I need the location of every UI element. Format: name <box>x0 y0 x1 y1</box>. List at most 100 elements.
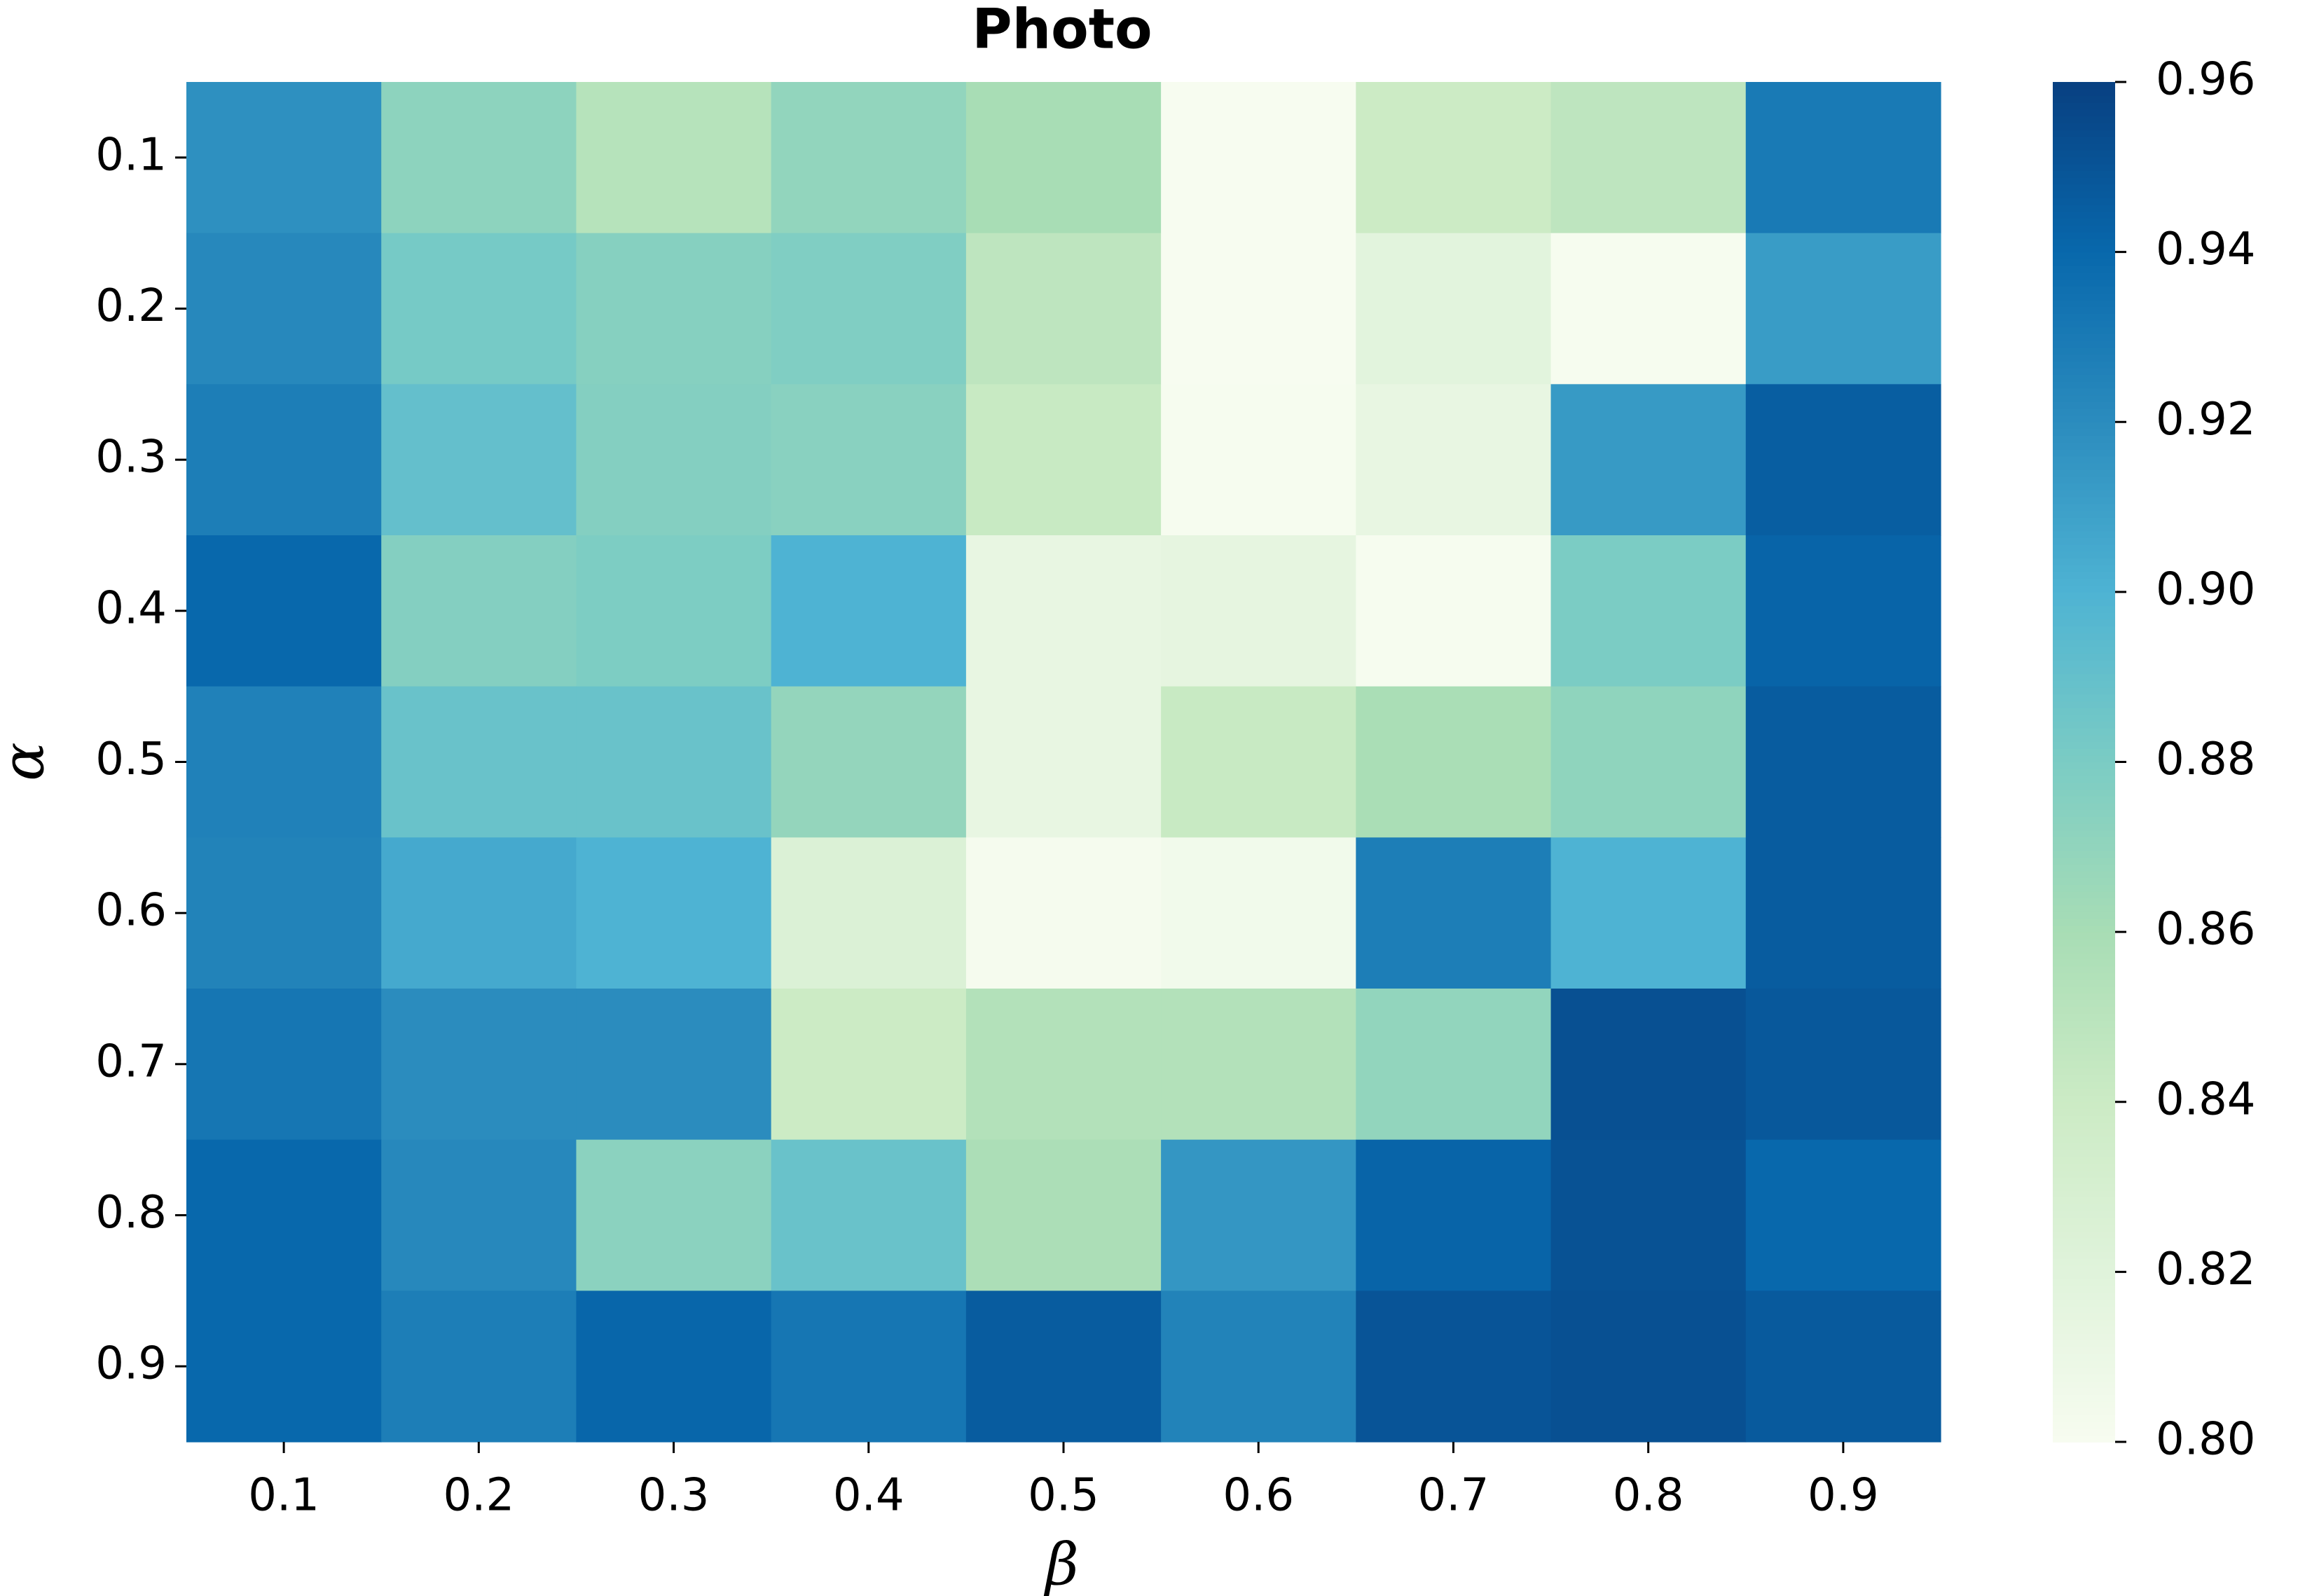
colorbar-segment <box>2053 1020 2115 1028</box>
colorbar-segment <box>2053 598 2115 607</box>
heatmap-cell <box>381 233 577 385</box>
heatmap-cell <box>1356 837 1552 989</box>
colorbar-segment <box>2053 925 2115 933</box>
heatmap-cell <box>771 1139 967 1291</box>
x-tick-label: 0.7 <box>1418 1470 1489 1522</box>
colorbar-segment <box>2053 707 2115 715</box>
colorbar-segment <box>2053 687 2115 695</box>
heatmap-cell <box>186 535 382 687</box>
colorbar-tick-label: 0.90 <box>2156 563 2256 615</box>
colorbar-segment <box>2053 1006 2115 1014</box>
colorbar-segment <box>2053 639 2115 647</box>
colorbar-segment <box>2053 877 2115 885</box>
colorbar-segment <box>2053 857 2115 865</box>
heatmap-cell <box>771 82 967 234</box>
y-tick-label: 0.3 <box>95 432 167 483</box>
colorbar-segment <box>2053 1054 2115 1062</box>
heatmap-cell <box>186 1291 382 1443</box>
colorbar-segment <box>2053 109 2115 117</box>
colorbar-segment <box>2053 1401 2115 1409</box>
heatmap-cell <box>1161 384 1356 536</box>
colorbar-segment <box>2053 354 2115 362</box>
colorbar-segment <box>2053 1435 2115 1443</box>
colorbar-segment <box>2053 136 2115 144</box>
colorbar-segment <box>2053 830 2115 838</box>
colorbar-segment <box>2053 360 2115 369</box>
heatmap-cell <box>1745 384 1941 536</box>
colorbar-segment <box>2053 347 2115 355</box>
colorbar-tick-label: 0.86 <box>2156 904 2256 956</box>
colorbar-segment <box>2053 775 2115 783</box>
colorbar-segment <box>2053 286 2115 294</box>
colorbar-segment <box>2053 1292 2115 1300</box>
colorbar-segment <box>2053 1169 2115 1178</box>
colorbar-segment <box>2053 123 2115 130</box>
colorbar-segment <box>2053 381 2115 389</box>
heatmap-cell <box>965 233 1162 385</box>
colorbar-segment <box>2053 1047 2115 1055</box>
colorbar-tick-label: 0.94 <box>2156 223 2256 275</box>
colorbar-segment <box>2053 734 2115 743</box>
colorbar-segment <box>2053 170 2115 178</box>
colorbar-segment <box>2053 197 2115 205</box>
colorbar-segment <box>2053 1115 2115 1123</box>
colorbar-segment <box>2053 727 2115 736</box>
colorbar-segment <box>2053 224 2115 233</box>
heatmap-cell <box>576 989 772 1141</box>
colorbar-segment <box>2053 95 2115 103</box>
colorbar-segment <box>2053 1265 2115 1273</box>
colorbar-segment <box>2053 497 2115 504</box>
heatmap-cell <box>1745 535 1941 687</box>
colorbar-segment <box>2053 143 2115 151</box>
heatmap-cell <box>186 989 382 1141</box>
colorbar-segment <box>2053 680 2115 688</box>
heatmap-cell <box>965 686 1162 838</box>
y-tick-label: 0.6 <box>95 885 167 937</box>
colorbar-segment <box>2053 796 2115 804</box>
colorbar-segment <box>2053 890 2115 899</box>
heatmap-cell <box>381 384 577 536</box>
colorbar-segment <box>2053 428 2115 436</box>
colorbar-segment <box>2053 1026 2115 1035</box>
heatmap-cell <box>965 384 1162 536</box>
colorbar-segment <box>2053 958 2115 967</box>
colorbar-segment <box>2053 1312 2115 1321</box>
colorbar-segment <box>2053 755 2115 763</box>
colorbar-segment <box>2053 1000 2115 1007</box>
colorbar-segment <box>2053 319 2115 328</box>
colorbar-segment <box>2053 1347 2115 1354</box>
colorbar-segment <box>2053 952 2115 960</box>
heatmap-cell <box>1356 989 1552 1141</box>
colorbar-segment <box>2053 1237 2115 1246</box>
heatmap-cell <box>1356 686 1552 838</box>
colorbar-segment <box>2053 476 2115 484</box>
colorbar-segment <box>2053 1415 2115 1422</box>
x-tick-label: 0.4 <box>833 1470 904 1522</box>
heatmap-cell <box>1356 1139 1552 1291</box>
x-tick-label: 0.9 <box>1808 1470 1879 1522</box>
colorbar-tick-label: 0.96 <box>2156 54 2256 106</box>
y-tick-label: 0.4 <box>95 582 167 634</box>
colorbar-segment <box>2053 1183 2115 1191</box>
colorbar-segment <box>2053 238 2115 246</box>
heatmap-cell <box>576 233 772 385</box>
colorbar-segment <box>2053 544 2115 552</box>
colorbar-segment <box>2053 633 2115 640</box>
colorbar-segment <box>2053 591 2115 600</box>
colorbar-segment <box>2053 401 2115 409</box>
colorbar-segment <box>2053 1061 2115 1069</box>
chart-title: Photo <box>972 0 1152 61</box>
colorbar-segment <box>2053 1428 2115 1436</box>
colorbar-segment <box>2053 442 2115 450</box>
colorbar-segment <box>2053 789 2115 797</box>
heatmap-cell <box>1550 1291 1747 1443</box>
colorbar-segment <box>2053 945 2115 954</box>
colorbar-segment <box>2053 177 2115 185</box>
heatmap-cell <box>1550 837 1747 989</box>
colorbar-segment <box>2053 1176 2115 1185</box>
heatmap-cell <box>1161 535 1356 687</box>
colorbar-segment <box>2053 666 2115 675</box>
colorbar-segment <box>2053 299 2115 308</box>
heatmap-cell <box>1745 1291 1941 1443</box>
heatmap-cell <box>381 989 577 1141</box>
